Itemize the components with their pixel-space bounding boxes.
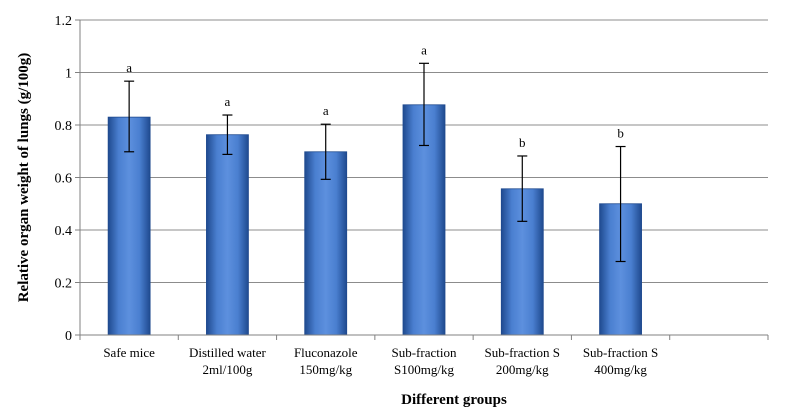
x-category-label: Sub-fraction S 400mg/kg: [583, 345, 658, 377]
significance-label: b: [617, 126, 624, 141]
significance-letters: a a a a b b: [126, 42, 624, 150]
y-tick-label: 1.2: [55, 14, 73, 29]
y-tick-label: 1: [65, 67, 72, 82]
y-tick-label: 0.8: [55, 119, 73, 134]
significance-label: a: [421, 42, 427, 57]
x-category-label: Distilled water 2ml/100g: [189, 345, 267, 377]
x-axis-categories: Safe mice Distilled water 2ml/100g Fluconaz…: [79, 335, 769, 377]
y-tick-label: 0.2: [55, 277, 73, 292]
bars: [107, 104, 642, 336]
bar: [304, 151, 348, 336]
x-category-label: Sub-fraction S 200mg/kg: [485, 345, 560, 377]
x-category-label: Fluconazole 150mg/kg: [294, 345, 358, 377]
significance-label: a: [126, 60, 132, 75]
y-tick-label: 0: [65, 329, 72, 344]
y-axis-title: Relative organ weight of lungs (g/100g): [16, 53, 32, 303]
significance-label: a: [323, 103, 329, 118]
bar: [206, 134, 249, 336]
error-bars: [124, 62, 626, 263]
y-tick-label: 0.6: [55, 172, 73, 187]
y-axis-ticks: 0 0.2 0.4 0.6 0.8 1 1.2: [55, 14, 80, 344]
x-category-label: Safe mice: [103, 345, 155, 360]
bar: [107, 116, 151, 336]
x-category-label: Sub-fraction S100mg/kg: [392, 345, 457, 377]
significance-label: b: [519, 135, 526, 150]
x-axis-title: Different groups: [401, 392, 507, 408]
y-tick-label: 0.4: [55, 224, 73, 239]
significance-label: a: [225, 94, 231, 109]
